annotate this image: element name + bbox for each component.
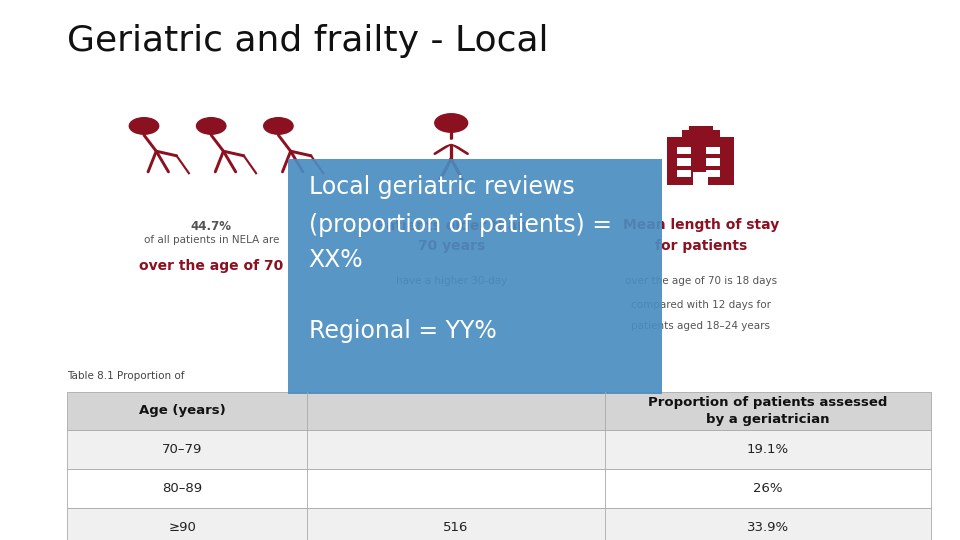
Text: Local geriatric reviews: Local geriatric reviews bbox=[308, 176, 574, 199]
Bar bbox=[667, 137, 734, 185]
Text: patients aged 18–24 years: patients aged 18–24 years bbox=[632, 321, 770, 332]
Bar bbox=[67, 508, 931, 540]
Text: 44.7%: 44.7% bbox=[191, 219, 231, 233]
Bar bbox=[677, 146, 691, 153]
Text: 80–89: 80–89 bbox=[162, 482, 203, 495]
Bar bbox=[706, 159, 720, 165]
Text: over the age of 70 is 18 days: over the age of 70 is 18 days bbox=[625, 275, 777, 286]
Text: ≥90: ≥90 bbox=[168, 521, 197, 534]
Text: 516: 516 bbox=[444, 521, 468, 534]
Bar bbox=[689, 126, 712, 147]
Text: Proportion of patients assessed
by a geriatrician: Proportion of patients assessed by a ger… bbox=[648, 396, 888, 426]
Bar bbox=[67, 392, 931, 430]
Text: 26%: 26% bbox=[754, 482, 782, 495]
Bar bbox=[706, 146, 720, 153]
Text: (proportion of patients) =: (proportion of patients) = bbox=[308, 213, 612, 237]
Circle shape bbox=[435, 114, 468, 132]
Text: Age (years): Age (years) bbox=[139, 404, 226, 417]
Bar bbox=[67, 430, 931, 469]
Bar bbox=[67, 469, 931, 508]
Text: for patients: for patients bbox=[655, 239, 747, 253]
Text: have a higher 30-day: have a higher 30-day bbox=[396, 275, 507, 286]
Text: Mean length of stay: Mean length of stay bbox=[623, 219, 779, 233]
Text: compared with 12 days for: compared with 12 days for bbox=[631, 300, 771, 310]
Text: XX%: XX% bbox=[308, 248, 363, 272]
Circle shape bbox=[197, 118, 226, 134]
Text: 70–79: 70–79 bbox=[162, 443, 203, 456]
Bar bbox=[677, 171, 691, 177]
Bar bbox=[693, 172, 708, 185]
Bar bbox=[706, 171, 720, 177]
Bar bbox=[682, 130, 720, 143]
Bar bbox=[288, 159, 662, 394]
Text: of all patients in NELA are: of all patients in NELA are bbox=[143, 235, 279, 245]
Text: over the age of 70: over the age of 70 bbox=[139, 259, 283, 273]
Text: 33.9%: 33.9% bbox=[747, 521, 789, 534]
Circle shape bbox=[264, 118, 293, 134]
Bar bbox=[677, 159, 691, 165]
Text: 19.1%: 19.1% bbox=[747, 443, 789, 456]
Text: Table 8.1 Proportion of: Table 8.1 Proportion of bbox=[67, 370, 184, 381]
Circle shape bbox=[130, 118, 158, 134]
Text: 70 years: 70 years bbox=[418, 239, 485, 253]
Text: Geriatric and frailty - Local: Geriatric and frailty - Local bbox=[67, 24, 549, 58]
Text: Regional = YY%: Regional = YY% bbox=[308, 319, 496, 343]
Text: Patients older than: Patients older than bbox=[375, 219, 527, 233]
